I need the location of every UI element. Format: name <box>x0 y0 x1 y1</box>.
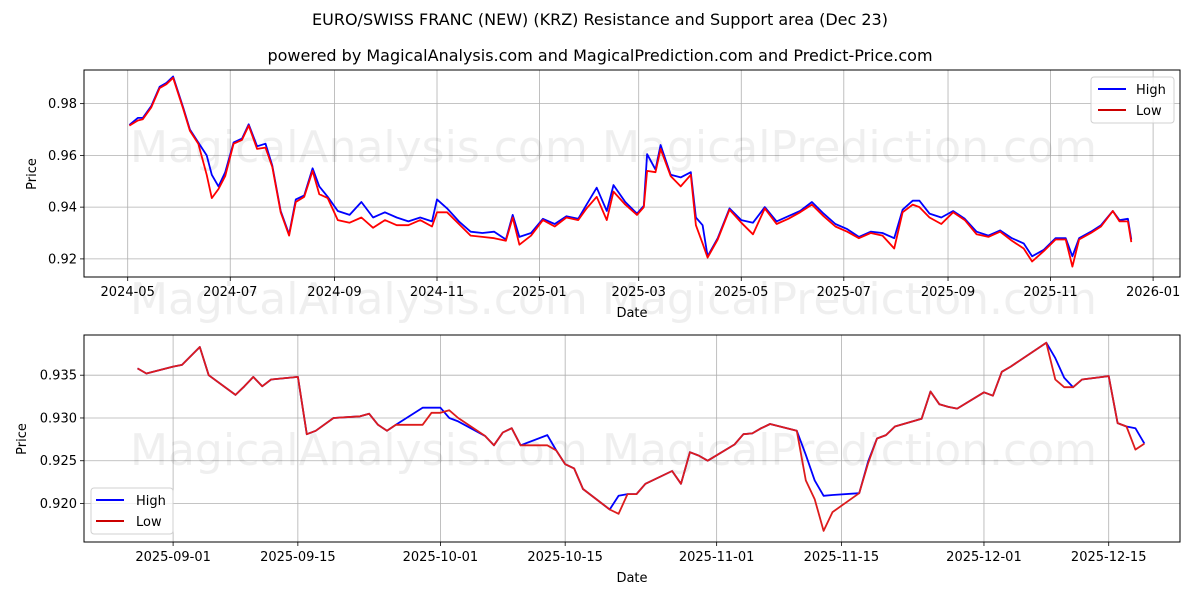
watermark-analysis-mid: MagicalAnalysis.com <box>130 274 588 325</box>
legend-low-label-bottom: Low <box>136 515 162 530</box>
watermark-analysis-bottom: MagicalAnalysis.com <box>130 425 588 476</box>
bottom-axes-frame <box>83 334 1181 543</box>
legend-high-label-bottom: High <box>136 494 166 509</box>
x-tick-label: 2026-01 <box>1126 285 1180 300</box>
watermark-prediction-bottom: MagicalPrediction.com <box>602 425 1097 476</box>
watermark-prediction-mid: MagicalPrediction.com <box>602 274 1097 325</box>
legend-low-label: Low <box>1136 104 1162 119</box>
x-tick-label: 2025-09-01 <box>135 550 211 565</box>
x-tick-label: 2024-11 <box>410 285 464 300</box>
x-tick-label: 2025-10-15 <box>527 550 603 565</box>
top-axes-frame <box>83 69 1181 278</box>
x-tick-label: 2025-12-15 <box>1071 550 1147 565</box>
y-tick-label: 0.935 <box>40 369 77 384</box>
y-tick-label: 0.96 <box>48 149 77 164</box>
x-tick-label: 2024-07 <box>203 285 257 300</box>
top-low-line <box>128 76 1133 268</box>
x-tick-label: 2025-11-15 <box>804 550 880 565</box>
x-tick-label: 2024-05 <box>101 285 155 300</box>
bottom-price-panel: MagicalAnalysis.com MagicalPrediction.co… <box>15 334 1181 586</box>
watermark-analysis-top: MagicalAnalysis.com <box>130 122 588 173</box>
bottom-y-axis-label: Price <box>15 423 30 455</box>
x-tick-label: 2025-09-15 <box>260 550 336 565</box>
x-tick-label: 2025-11 <box>1023 285 1077 300</box>
chart-subtitle: powered by MagicalAnalysis.com and Magic… <box>267 46 933 65</box>
y-tick-label: 0.94 <box>48 201 77 216</box>
top-high-line <box>128 75 1133 258</box>
x-tick-label: 2025-12-01 <box>946 550 1022 565</box>
x-tick-label: 2025-11-01 <box>679 550 755 565</box>
top-grid <box>84 70 1180 277</box>
y-tick-label: 0.930 <box>40 411 77 426</box>
x-tick-label: 2024-09 <box>307 285 361 300</box>
bottom-grid <box>84 335 1180 542</box>
top-legend: High Low <box>1090 76 1175 124</box>
top-y-axis-label: Price <box>25 158 40 190</box>
watermark-prediction-top: MagicalPrediction.com <box>602 122 1097 173</box>
x-tick-label: 2025-05 <box>714 285 768 300</box>
bottom-legend: High Low <box>90 487 174 535</box>
bottom-x-axis-label: Date <box>616 571 647 586</box>
bottom-low-line <box>137 341 1145 532</box>
x-tick-label: 2025-09 <box>921 285 975 300</box>
y-tick-label: 0.920 <box>40 497 77 512</box>
x-tick-label: 2025-07 <box>817 285 871 300</box>
top-tick-labels: 2024-05 2024-07 2024-09 2024-11 2025-01 2025-… <box>48 97 1180 300</box>
x-tick-label: 2025-01 <box>512 285 566 300</box>
legend-high-label: High <box>1136 83 1166 98</box>
y-tick-label: 0.98 <box>48 97 77 112</box>
y-tick-label: 0.92 <box>48 252 77 267</box>
x-tick-label: 2025-03 <box>612 285 666 300</box>
chart-title: EURO/SWISS FRANC (NEW) (KRZ) Resistance … <box>312 10 888 29</box>
x-tick-label: 2025-10-01 <box>403 550 479 565</box>
bottom-tick-labels: 2025-09-01 2025-09-15 2025-10-01 2025-10-15… <box>40 369 1147 565</box>
y-tick-label: 0.925 <box>40 454 77 469</box>
top-price-panel: MagicalAnalysis.com MagicalPrediction.co… <box>25 69 1181 325</box>
top-x-axis-label: Date <box>616 306 647 321</box>
